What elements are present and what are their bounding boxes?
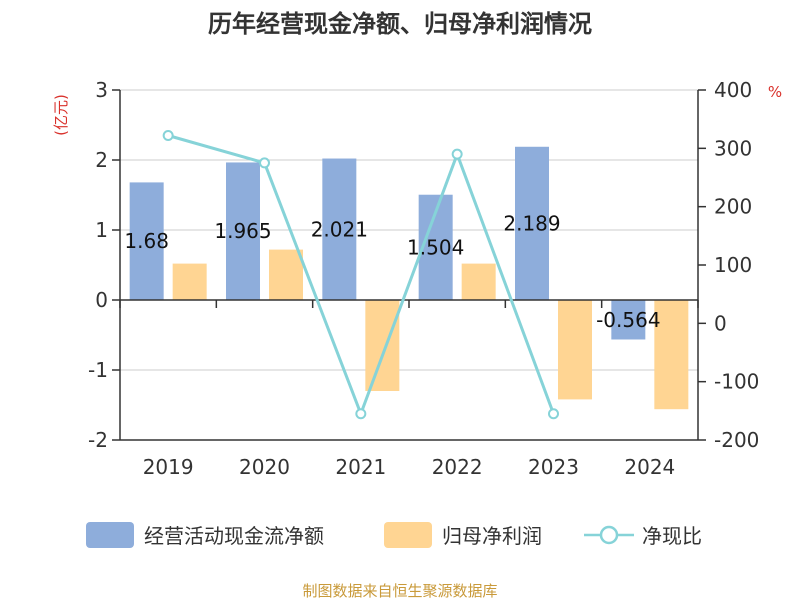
legend-label-cashflow: 经营活动现金流净额 xyxy=(144,524,324,548)
bar-cashflow xyxy=(322,158,357,300)
right-tick-label: -200 xyxy=(714,428,759,452)
left-tick-label: 2 xyxy=(95,148,108,172)
legend-marker-ratio xyxy=(599,525,619,545)
data-label-cashflow: 2.021 xyxy=(311,217,368,241)
right-tick-label: 0 xyxy=(714,311,727,335)
x-tick-label: 2023 xyxy=(528,455,579,479)
bar-net-profit xyxy=(558,300,592,400)
x-tick-label: 2019 xyxy=(143,455,194,479)
x-tick-label: 2024 xyxy=(624,455,675,479)
x-tick-label: 2021 xyxy=(335,455,386,479)
left-tick-label: -1 xyxy=(88,358,108,382)
axes-layer: 3 2 1 0 -1 -2 400 300 200 100 0 -100 -200 2019 2020 202… xyxy=(88,78,759,479)
bar-net-profit xyxy=(172,263,207,300)
x-tick-label: 2022 xyxy=(432,455,483,479)
right-tick-label: 100 xyxy=(714,253,752,277)
ratio-point xyxy=(259,157,270,169)
left-tick-label: 1 xyxy=(95,218,108,242)
source-note: 制图数据来自恒生聚源数据库 xyxy=(302,582,497,600)
right-tick-label: 400 xyxy=(714,78,752,102)
data-labels-layer: 1.68 1.965 2.021 1.504 2.189 -0.564 xyxy=(124,211,660,332)
bar-cashflow xyxy=(515,146,549,300)
left-tick-label: 3 xyxy=(95,78,108,102)
legend-label-net-profit: 归母净利润 xyxy=(442,524,542,548)
right-tick-label: -100 xyxy=(714,370,759,394)
ratio-point xyxy=(162,130,174,141)
ratio-line-layer xyxy=(162,130,559,420)
left-tick-label: -2 xyxy=(88,428,108,452)
data-label-cashflow: 1.504 xyxy=(407,235,464,259)
ratio-point xyxy=(355,408,367,420)
legend-label-ratio: 净现比 xyxy=(642,524,702,548)
right-tick-label: 300 xyxy=(714,136,752,160)
bar-cashflow xyxy=(226,162,260,300)
right-tick-label: 200 xyxy=(714,195,752,219)
bar-cashflow xyxy=(129,182,164,300)
ratio-point xyxy=(451,148,463,160)
left-axis-unit: (亿元) xyxy=(52,94,70,136)
left-tick-label: 0 xyxy=(95,288,108,312)
bar-net-profit xyxy=(269,249,303,300)
bar-net-profit xyxy=(654,300,689,410)
bar-net-profit xyxy=(365,300,400,391)
bar-cashflow xyxy=(611,300,646,340)
grid-lines xyxy=(120,89,698,441)
right-axis-unit: % xyxy=(768,83,782,101)
chart-title: 历年经营现金净额、归母净利润情况 xyxy=(208,10,592,38)
ratio-line xyxy=(167,134,555,418)
data-label-cashflow: 2.189 xyxy=(503,211,560,235)
legend-swatch-cashflow xyxy=(86,522,134,548)
data-label-cashflow: 1.68 xyxy=(124,229,169,253)
data-label-cashflow: 1.965 xyxy=(214,219,271,243)
bars-layer xyxy=(129,146,689,410)
bar-net-profit xyxy=(461,263,496,300)
legend-swatch-net-profit xyxy=(384,522,432,548)
legend: 经营活动现金流净额 归母净利润 净现比 xyxy=(86,522,702,548)
x-tick-label: 2020 xyxy=(239,455,290,479)
data-label-cashflow: -0.564 xyxy=(596,308,660,332)
ratio-point xyxy=(548,408,559,420)
